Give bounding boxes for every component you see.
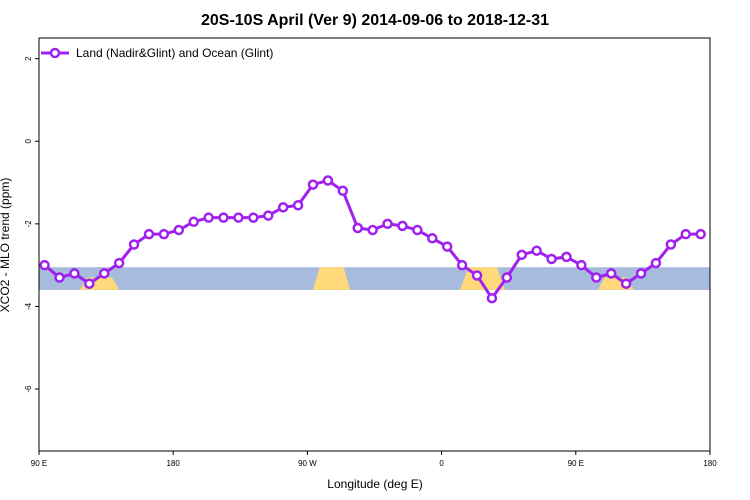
x-tick-label-4: 90 E xyxy=(568,459,584,468)
land-segment-1 xyxy=(312,267,351,290)
legend-marker-swatch xyxy=(49,47,61,59)
y-tick-label-0: 2 xyxy=(24,56,33,61)
data-point xyxy=(337,185,349,197)
data-point xyxy=(143,228,155,240)
x-tick-label-1: 180 xyxy=(167,459,181,468)
data-point xyxy=(188,216,199,228)
y-tick-label-4: -6 xyxy=(24,385,33,393)
data-point xyxy=(307,179,319,190)
x-tick-label-5: 180 xyxy=(703,459,717,468)
data-point xyxy=(173,224,185,236)
data-point xyxy=(531,245,542,256)
data-point xyxy=(561,251,572,263)
y-axis-label: XCO2 - MLO trend (ppm) xyxy=(0,178,12,313)
plot-frame xyxy=(38,37,711,452)
data-point xyxy=(322,175,334,186)
data-point xyxy=(591,272,602,283)
data-point xyxy=(352,222,363,234)
x-tick-label-0: 90 E xyxy=(31,459,47,468)
legend: Land (Nadir&Glint) and Ocean (Glint) xyxy=(41,46,273,60)
data-point xyxy=(248,212,259,223)
data-point xyxy=(486,292,498,304)
data-point xyxy=(665,239,677,250)
data-point xyxy=(471,270,483,281)
data-point xyxy=(456,259,468,271)
data-point xyxy=(412,224,423,236)
data-point xyxy=(218,212,229,223)
data-point xyxy=(516,249,527,261)
data-point xyxy=(576,259,587,271)
data-point xyxy=(397,220,408,232)
legend-entry-label: Land (Nadir&Glint) and Ocean (Glint) xyxy=(76,46,273,60)
x-axis: 90 E 180 90 W 0 90 E 180 xyxy=(31,451,717,468)
data-point xyxy=(605,268,617,279)
chart-title: 20S-10S April (Ver 9) 2014-09-06 to 2018… xyxy=(201,12,549,29)
ocean-band xyxy=(39,267,710,290)
y-tick-label-3: -4 xyxy=(24,302,33,310)
data-point xyxy=(620,278,632,289)
y-tick-label-1: 0 xyxy=(24,138,33,143)
data-point xyxy=(367,224,378,236)
x-tick-label-3: 0 xyxy=(439,459,444,468)
data-point xyxy=(203,212,214,223)
x-axis-label: Longitude (deg E) xyxy=(327,477,422,491)
data-point xyxy=(84,278,95,289)
data-point xyxy=(158,228,170,240)
data-point xyxy=(233,212,244,223)
data-point xyxy=(128,239,140,250)
series-layer xyxy=(39,175,706,304)
data-point xyxy=(635,268,647,279)
data-point xyxy=(113,257,125,269)
data-point xyxy=(98,268,110,279)
data-point xyxy=(382,218,393,230)
data-point xyxy=(546,253,557,265)
data-point xyxy=(292,200,304,211)
data-point xyxy=(650,257,662,269)
data-point xyxy=(54,272,65,283)
data-point xyxy=(39,259,50,271)
y-axis: 2 0 -2 -4 -6 xyxy=(24,56,39,393)
data-point xyxy=(695,228,706,240)
data-point xyxy=(69,268,80,279)
data-point xyxy=(680,228,692,240)
y-tick-label-2: -2 xyxy=(24,220,33,228)
x-tick-label-2: 90 W xyxy=(298,459,317,468)
data-point xyxy=(501,272,513,283)
data-point xyxy=(427,233,438,244)
data-point xyxy=(441,241,453,252)
data-point xyxy=(263,210,274,221)
data-point xyxy=(277,202,289,213)
